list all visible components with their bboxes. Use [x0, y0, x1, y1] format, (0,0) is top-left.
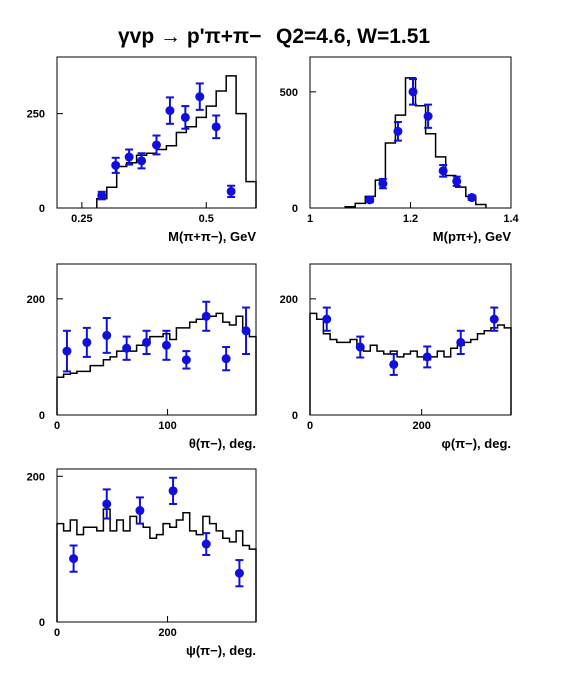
data-point [211, 122, 221, 132]
x-tick-label: 0 [54, 420, 60, 432]
x-tick-label: 200 [158, 627, 176, 639]
data-point [195, 92, 205, 102]
x-axis-label: φ(π−), deg. [442, 436, 511, 451]
data-point [456, 337, 466, 347]
panel-3: 0 100 0 200 θ(π−), deg. [27, 263, 257, 451]
figure-title-reaction: γvp → p'π+π− [118, 25, 261, 48]
data-point [378, 179, 388, 189]
y-tick-label: 200 [27, 294, 45, 306]
data-point [168, 486, 178, 496]
data-point [408, 87, 418, 97]
panel-2: 1 1.2 1.4 0 500 M(pπ+), GeV [280, 56, 520, 244]
data-point [161, 340, 171, 350]
y-tick-label: 0 [292, 203, 298, 215]
data-point [201, 311, 211, 321]
y-tick-label: 0 [292, 410, 298, 422]
data-point [180, 112, 190, 122]
x-axis-label: ψ(π−), deg. [186, 643, 256, 658]
simulation-histogram [309, 312, 512, 415]
data-point [393, 126, 403, 136]
y-tick-label: 0 [39, 203, 45, 215]
x-tick-label: 0 [54, 627, 60, 639]
data-point [137, 156, 147, 166]
x-tick-label: 1 [307, 213, 313, 225]
plot-frame [56, 468, 257, 623]
y-tick-label: 200 [280, 294, 298, 306]
data-point [389, 359, 399, 369]
y-tick-label: 250 [27, 109, 45, 121]
plot-frame [56, 56, 257, 209]
data-point [122, 343, 132, 353]
data-point [234, 568, 244, 578]
x-tick-label: 0 [307, 420, 313, 432]
x-tick-label: 0.25 [71, 213, 92, 225]
x-tick-label: 200 [412, 420, 430, 432]
panel-5: 0 200 0 200 ψ(π−), deg. [27, 468, 257, 658]
data-point [102, 330, 112, 340]
data-point [111, 160, 121, 170]
data-point [241, 326, 251, 336]
data-point [423, 111, 433, 121]
x-tick-label: 1.4 [503, 213, 519, 225]
simulation-histogram [96, 75, 257, 208]
simulation-histogram [56, 508, 257, 622]
data-point [355, 342, 365, 352]
data-point [142, 337, 152, 347]
data-point [467, 193, 477, 203]
y-tick-label: 500 [280, 87, 298, 99]
data-point [422, 352, 432, 362]
data-point [152, 140, 161, 150]
data-point [452, 176, 462, 186]
y-tick-label: 0 [39, 410, 45, 422]
panel-1: 0.25 0.5 0 250 M(π+π−), GeV [27, 56, 257, 244]
data-point [62, 346, 72, 356]
data-point [102, 499, 112, 509]
plot-frame [309, 263, 512, 416]
data-point [365, 195, 375, 205]
data-point [181, 355, 191, 365]
data-point [69, 554, 79, 564]
data-point [124, 152, 134, 162]
data-point [226, 186, 236, 196]
x-axis-label: θ(π−), deg. [189, 436, 256, 451]
data-point [82, 337, 92, 347]
data-point [221, 354, 231, 364]
y-tick-label: 0 [39, 617, 45, 629]
figure-title-kinematics: Q2=4.6, W=1.51 [276, 25, 430, 48]
chart-panels: 0.25 0.5 0 250 M(π+π−), GeV 1 1.2 1.4 0 500 M(pπ+)… [27, 56, 520, 658]
x-tick-label: 1.2 [403, 213, 418, 225]
data-point [438, 166, 448, 176]
panel-4: 0 200 0 200 φ(π−), deg. [280, 263, 512, 451]
x-axis-label: M(pπ+), GeV [433, 229, 512, 244]
y-tick-label: 200 [27, 471, 45, 483]
data-point [201, 539, 211, 549]
data-point [322, 314, 332, 324]
x-axis-label: M(π+π−), GeV [168, 229, 256, 244]
data-point [489, 314, 499, 324]
data-point [135, 506, 145, 516]
simulation-histogram [56, 312, 257, 415]
simulation-histogram [344, 77, 487, 208]
x-tick-label: 100 [158, 420, 176, 432]
data-point [97, 191, 107, 201]
x-tick-label: 0.5 [199, 213, 214, 225]
data-point [165, 106, 175, 116]
